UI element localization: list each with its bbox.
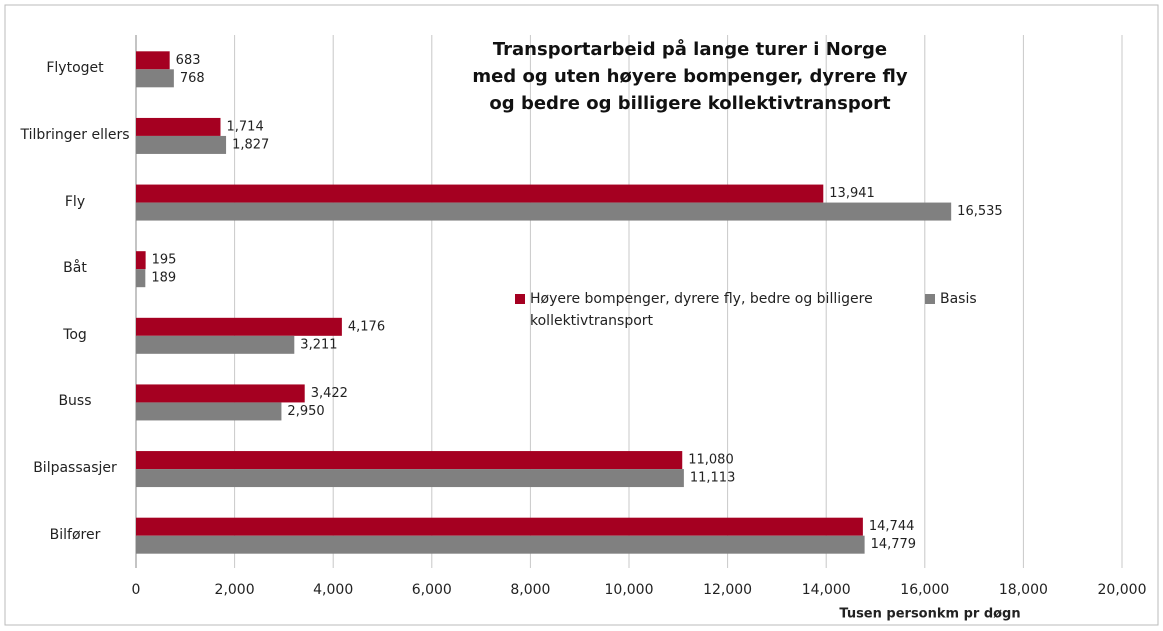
chart-border	[4, 4, 1159, 626]
bar	[136, 402, 282, 421]
x-tick-label: 8,000	[510, 582, 550, 598]
data-label: 683	[176, 53, 201, 68]
data-label: 2,950	[287, 404, 324, 419]
bar	[136, 69, 174, 88]
chart-title: Transportarbeid på lange turer i Norge m…	[440, 36, 940, 117]
bar	[136, 335, 295, 354]
legend-label: Høyere bompenger, dyrere fly, bedre og b…	[530, 291, 873, 329]
y-tick-label: Tog	[63, 326, 87, 343]
bar	[136, 517, 863, 536]
x-axis-title: Tusen personkm pr døgn	[839, 607, 1020, 622]
x-tick-label: 2,000	[215, 582, 255, 598]
bar	[136, 135, 227, 154]
data-label: 14,744	[869, 519, 915, 534]
bar	[136, 451, 683, 470]
y-tick-label: Tilbringer ellers	[20, 126, 130, 143]
legend-label: Basis	[940, 291, 977, 307]
data-label: 3,422	[311, 386, 348, 401]
data-label: 4,176	[348, 319, 385, 334]
x-tick-label: 16,000	[900, 582, 949, 598]
legend-swatch	[515, 294, 525, 304]
x-tick-label: 18,000	[999, 582, 1048, 598]
bar	[136, 51, 170, 70]
title-line: med og uten høyere bompenger, dyrere fly	[472, 66, 908, 87]
data-label: 3,211	[300, 337, 337, 352]
y-tick-label: Båt	[63, 260, 87, 277]
x-tick-label: 6,000	[412, 582, 452, 598]
title-line: og bedre og billigere kollektivtransport	[489, 93, 891, 114]
y-tick-label: Buss	[58, 393, 92, 410]
x-tick-label: 14,000	[802, 582, 851, 598]
bar	[136, 251, 146, 270]
bar	[136, 117, 221, 136]
y-tick-label: Bilfører	[49, 526, 101, 543]
data-label: 195	[152, 253, 177, 268]
data-label: 768	[180, 71, 205, 86]
bar	[136, 535, 865, 554]
legend-swatch	[925, 294, 935, 304]
data-label: 11,113	[690, 471, 736, 486]
y-tick-label: Flytoget	[46, 60, 104, 77]
title-line: Transportarbeid på lange turer i Norge	[492, 39, 888, 60]
bar	[136, 184, 824, 203]
data-label: 1,827	[232, 137, 269, 152]
x-tick-label: 0	[132, 582, 141, 598]
x-tick-label: 12,000	[703, 582, 752, 598]
x-tick-label: 10,000	[605, 582, 654, 598]
bar	[136, 202, 952, 221]
data-label: 1,714	[227, 119, 264, 134]
y-tick-label: Bilpassasjer	[33, 460, 117, 477]
bar	[136, 469, 684, 488]
data-label: 14,779	[871, 537, 917, 552]
data-label: 189	[151, 271, 176, 286]
data-label: 16,535	[957, 204, 1003, 219]
bar	[136, 317, 342, 336]
data-label: 13,941	[829, 186, 875, 201]
bar	[136, 384, 305, 403]
x-tick-label: 4,000	[313, 582, 353, 598]
x-tick-label: 20,000	[1098, 582, 1147, 598]
bar	[136, 269, 146, 288]
data-label: 11,080	[688, 453, 734, 468]
y-tick-label: Fly	[64, 193, 86, 210]
